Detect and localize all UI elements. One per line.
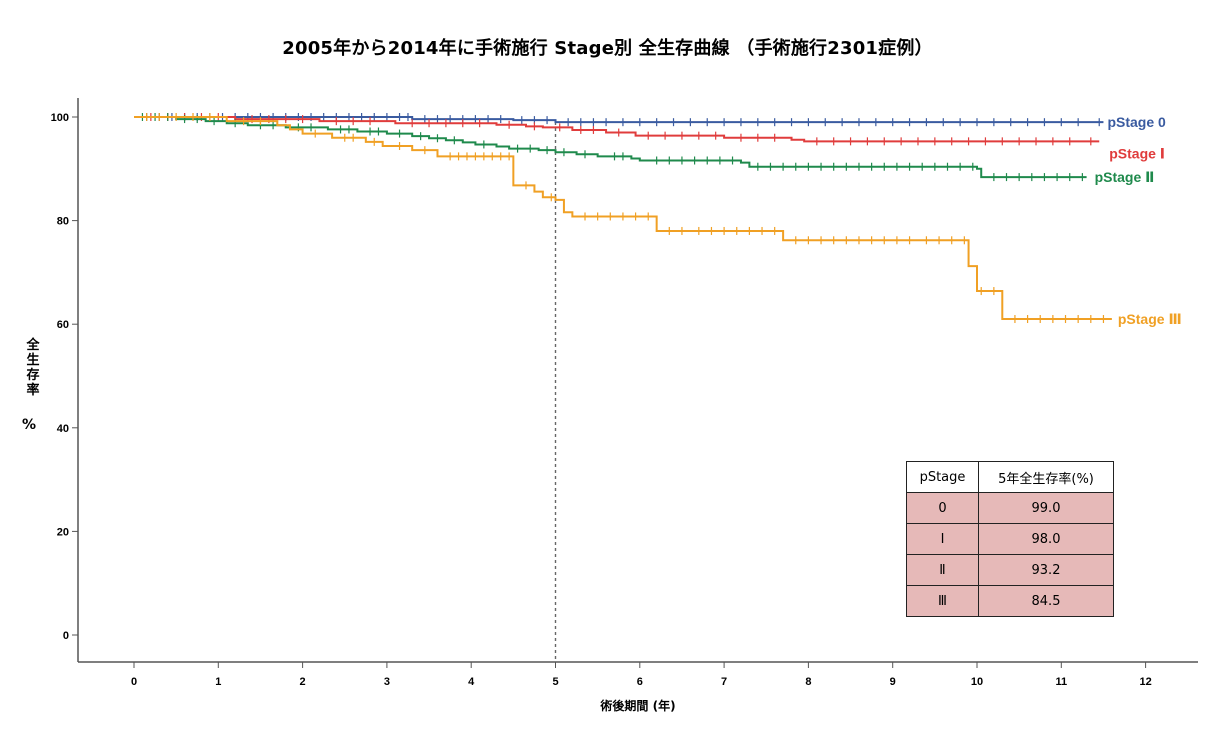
table-cell-stage: 0 [906,492,979,524]
table-row: Ⅰ 98.0 [906,523,1114,555]
series-label: pStage Ⅱ [1095,169,1155,185]
table-header-stage: pStage [906,461,979,493]
series-layer: pStage 0 pStage Ⅰ pStage Ⅱ pStage Ⅲ [134,113,1182,327]
series-label: pStage 0 [1107,114,1166,130]
series-label: pStage Ⅲ [1118,311,1182,327]
survival-curve [134,116,1087,179]
y-tick-label: 0 [63,630,69,642]
x-tick-label: 4 [468,676,475,688]
x-tick-label: 10 [971,676,983,688]
table-cell-rate: 98.0 [978,523,1114,555]
x-tick-label: 6 [637,676,643,688]
y-tick-label: 20 [57,526,69,538]
series-2: pStage Ⅱ [134,113,1154,185]
table-row: 0 99.0 [906,492,1114,524]
table-cell-stage: Ⅰ [906,523,979,555]
survival-rate-table: pStage 5年全生存率(%) 0 99.0 Ⅰ 98.0 Ⅱ 93.2 Ⅲ … [906,461,1114,617]
y-tick-label: 80 [57,216,69,228]
x-tick-label: 9 [890,676,896,688]
series-3: pStage Ⅲ [134,113,1182,327]
series-1: pStage Ⅰ [134,113,1165,161]
x-tick-label: 8 [805,676,811,688]
x-tick-label: 2 [300,676,306,688]
series-0: pStage 0 [134,113,1166,130]
y-tick-label: 40 [57,423,69,435]
series-label: pStage Ⅰ [1109,145,1165,161]
x-axis-title: 術後期間 (年) [599,698,675,713]
y-axis-unit: % [22,417,37,433]
x-tick-label: 12 [1139,676,1151,688]
x-tick-label: 5 [552,676,558,688]
table-cell-stage: Ⅲ [906,585,979,617]
table-cell-rate: 93.2 [978,554,1114,586]
x-tick-label: 0 [131,676,137,688]
y-tick-label: 100 [51,112,69,124]
survival-curve [134,116,1100,143]
survival-curve [134,116,1104,124]
table-row: Ⅲ 84.5 [906,585,1114,617]
y-tick-label: 60 [57,319,69,331]
chart-title: 2005年から2014年に手術施行 Stage別 全生存曲線 （手術施行2301… [282,38,933,59]
table-cell-stage: Ⅱ [906,554,979,586]
x-tick-label: 7 [721,676,727,688]
x-tick-label: 3 [384,676,390,688]
table-cell-rate: 99.0 [978,492,1114,524]
y-axis-title: 全生存率 [26,338,40,398]
x-tick-label: 1 [215,676,221,688]
table-cell-rate: 84.5 [978,585,1114,617]
table-header-row: pStage 5年全生存率(%) [906,461,1114,493]
table-header-rate: 5年全生存率(%) [978,461,1114,493]
x-tick-label: 11 [1055,676,1067,688]
survival-curve [134,116,1112,321]
table-row: Ⅱ 93.2 [906,554,1114,586]
